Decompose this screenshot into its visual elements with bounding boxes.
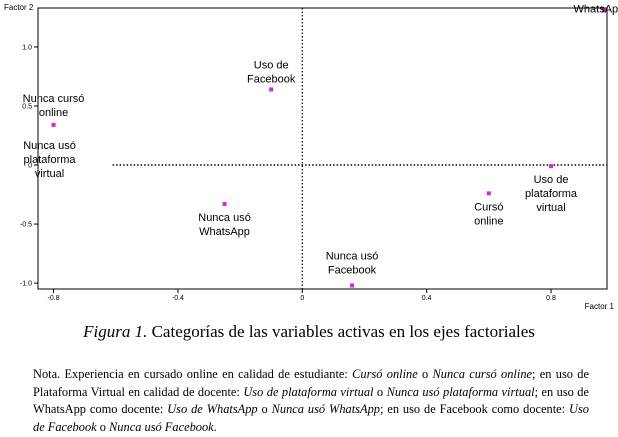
note-text: Nota. Experiencia en cursado online en c… <box>33 367 353 381</box>
y-tick-label: 0.5 <box>22 103 32 110</box>
y-tick-label: 0 <box>28 163 32 170</box>
point-label-line: Facebook <box>247 73 296 85</box>
note-text: o <box>96 419 110 434</box>
point-label: Nunca usó plataforma virtual <box>23 140 76 180</box>
y-axis-label: Factor 2 <box>4 3 34 12</box>
note-text: . <box>213 419 217 434</box>
data-point <box>486 191 491 196</box>
note-text: ; en uso de Plataforma Virtual en calida… <box>33 367 589 399</box>
point-label-line: Nunca usó <box>198 212 251 224</box>
note-italic-term: Nunca usó WhatsApp <box>271 402 380 416</box>
note-text: o <box>373 384 387 399</box>
factor-scatter-chart: -0.8 -0.4 0 0.4 0.8 1.0 0.5 0 -0.5 -1.0 Nunca cur… <box>4 0 618 311</box>
point-label-line: Nunca cursó <box>23 93 85 105</box>
point-label-line: Nunca usó <box>23 140 76 152</box>
note-italic-term: Uso de WhatsApp <box>167 402 258 416</box>
plot-frame <box>37 7 608 290</box>
note-text: o <box>417 367 433 381</box>
point-label-line: Uso de <box>254 59 289 71</box>
note-italic-term: Uso de Facebook <box>33 402 589 434</box>
data-point <box>222 201 227 206</box>
note-italic-term: Cursó online <box>352 367 418 381</box>
point-label: Uso de WhatsApp <box>574 0 618 15</box>
point-label-line: Uso de <box>581 0 616 1</box>
data-point <box>269 87 274 92</box>
y-tick-label: -1.0 <box>20 281 32 288</box>
point-label-line: plataforma <box>525 188 578 200</box>
point-label: Uso de plataforma virtual <box>525 174 578 214</box>
x-tick-label: 0 <box>300 295 304 302</box>
point-label-line: online <box>39 107 68 119</box>
data-point <box>601 8 606 13</box>
point-label-line: WhatsApp <box>574 3 618 15</box>
point-label: Nunca usó WhatsApp <box>198 212 251 238</box>
figure-note: Nota. Experiencia en cursado online en c… <box>33 366 589 436</box>
data-point <box>51 122 56 127</box>
x-axis-label: Factor 1 <box>585 302 615 311</box>
point-label-line: virtual <box>35 168 64 180</box>
point-label: Cursó online <box>474 201 503 227</box>
x-tick-label: 0.4 <box>422 295 432 302</box>
note-italic-term: Uso de plataforma virtual <box>243 384 374 399</box>
y-tick-label: 1.0 <box>22 44 32 51</box>
figure-label: Figura 1. <box>83 322 148 341</box>
point-label-line: Uso de <box>534 174 569 186</box>
reference-lines <box>112 8 607 289</box>
figure-title: Categorías de las variables activas en l… <box>151 322 535 341</box>
y-tick-label: -0.5 <box>20 222 32 229</box>
point-label-line: virtual <box>536 202 565 214</box>
point-label: Nunca cursó online <box>23 93 85 119</box>
figure-caption: Figura 1. Categorías de las variables ac… <box>0 322 618 342</box>
data-points <box>51 8 606 288</box>
plot-border <box>37 7 608 290</box>
point-label-line: WhatsApp <box>199 226 250 238</box>
point-labels: Nunca cursó online Nunca usó plataforma virt… <box>23 0 618 276</box>
note-italic-term: Nunca cursó online <box>432 367 533 381</box>
x-tick-label: -0.4 <box>172 295 184 302</box>
data-point <box>549 164 554 169</box>
point-label-line: plataforma <box>24 154 77 166</box>
data-point <box>350 283 355 288</box>
axis-ticks: -0.8 -0.4 0 0.4 0.8 1.0 0.5 0 -0.5 -1.0 <box>20 44 556 302</box>
point-label-line: Cursó <box>474 201 503 213</box>
x-tick-label: -0.8 <box>48 295 60 302</box>
point-label: Nunca usó Facebook <box>326 250 379 276</box>
point-label-line: Nunca usó <box>326 250 379 262</box>
note-italic-term: Nunca usó plataforma virtual <box>386 384 535 399</box>
x-tick-label: 0.8 <box>546 295 556 302</box>
point-label: Uso de Facebook <box>247 59 296 85</box>
note-text: ; en uso de Facebook como docente: <box>379 402 570 416</box>
note-italic-term: Nunca usó Facebook <box>109 419 214 434</box>
point-label-line: online <box>474 215 503 227</box>
note-text: ; en uso de WhatsApp como docente: <box>33 384 589 417</box>
note-text: o <box>257 402 272 416</box>
point-label-line: Facebook <box>328 264 377 276</box>
